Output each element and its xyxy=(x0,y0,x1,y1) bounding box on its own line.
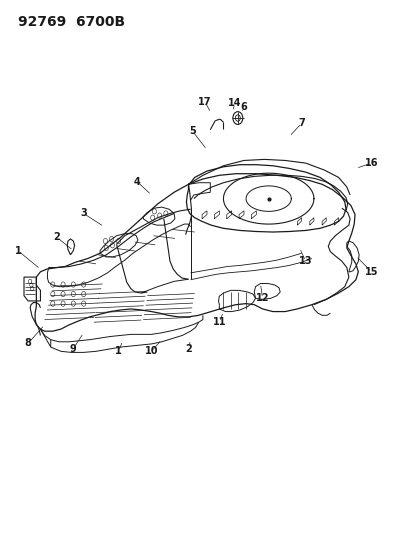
Text: 14: 14 xyxy=(228,98,241,108)
Text: 10: 10 xyxy=(145,346,158,357)
Text: 15: 15 xyxy=(364,267,377,277)
Text: 3: 3 xyxy=(80,208,87,219)
Text: 2: 2 xyxy=(185,344,191,354)
Text: 8: 8 xyxy=(25,338,31,349)
Text: 7: 7 xyxy=(297,118,304,128)
Text: 1: 1 xyxy=(115,346,122,357)
Text: 12: 12 xyxy=(255,293,268,303)
Text: 16: 16 xyxy=(364,158,377,168)
Text: 2: 2 xyxy=(53,232,60,243)
Text: 17: 17 xyxy=(198,97,211,107)
Text: 4: 4 xyxy=(133,176,140,187)
Text: 6: 6 xyxy=(240,102,247,112)
Text: 11: 11 xyxy=(212,317,225,327)
Text: 13: 13 xyxy=(298,256,312,266)
Text: 1: 1 xyxy=(14,246,21,256)
Text: 92769  6700B: 92769 6700B xyxy=(18,14,125,29)
Text: 5: 5 xyxy=(189,126,195,136)
Text: 9: 9 xyxy=(70,344,76,354)
